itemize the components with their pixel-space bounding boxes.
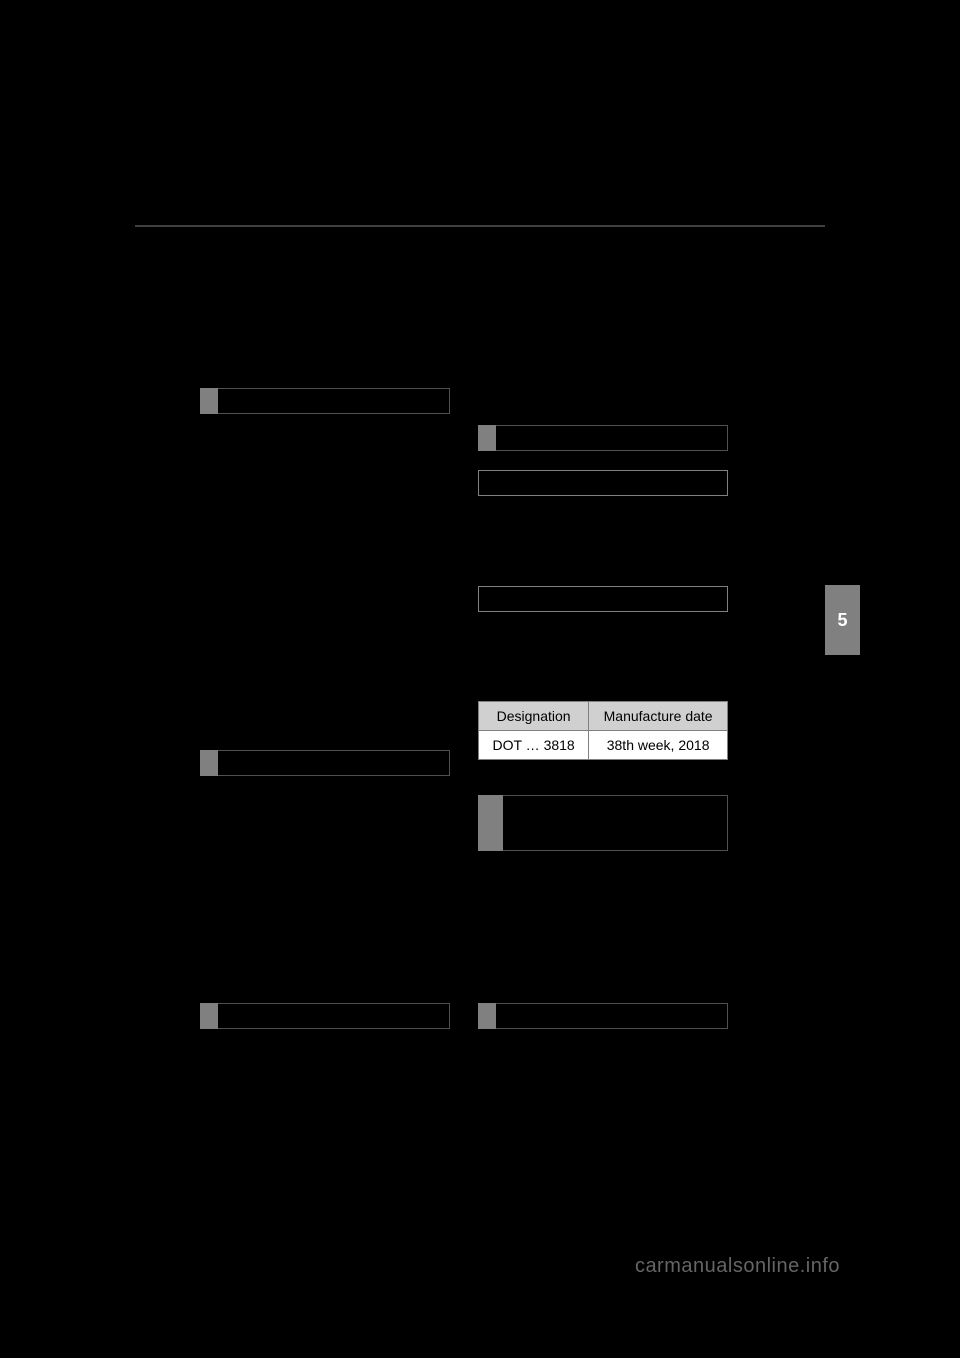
chapter-tab: 5 bbox=[825, 585, 860, 655]
table-cell-designation: DOT … 3818 bbox=[479, 731, 589, 760]
table-row: DOT … 3818 38th week, 2018 bbox=[479, 731, 728, 760]
section-tab bbox=[200, 1003, 218, 1029]
manufacture-date-table: Designation Manufacture date DOT … 3818 … bbox=[478, 701, 728, 760]
header-rule bbox=[135, 225, 825, 227]
info-box bbox=[478, 795, 728, 851]
section-body bbox=[496, 1003, 728, 1029]
info-box-body bbox=[503, 795, 728, 851]
table-header-designation: Designation bbox=[479, 702, 589, 731]
chapter-number: 5 bbox=[837, 610, 847, 631]
section-bar-left-2 bbox=[200, 750, 450, 776]
section-bar-right-1 bbox=[478, 425, 728, 451]
section-body bbox=[496, 425, 728, 451]
section-bar-left-3 bbox=[200, 1003, 450, 1029]
section-bar-left-1 bbox=[200, 388, 450, 414]
section-bar-right-2 bbox=[478, 1003, 728, 1029]
plain-box-1 bbox=[478, 470, 728, 496]
section-body bbox=[218, 388, 450, 414]
table-header-manufacture-date: Manufacture date bbox=[589, 702, 728, 731]
table-cell-date: 38th week, 2018 bbox=[589, 731, 728, 760]
watermark: carmanualsonline.info bbox=[635, 1255, 840, 1278]
section-tab bbox=[478, 425, 496, 451]
section-tab bbox=[200, 750, 218, 776]
section-tab bbox=[200, 388, 218, 414]
section-body bbox=[218, 1003, 450, 1029]
section-tab bbox=[478, 1003, 496, 1029]
info-box-tab bbox=[478, 795, 503, 851]
section-body bbox=[218, 750, 450, 776]
plain-box-2 bbox=[478, 586, 728, 612]
